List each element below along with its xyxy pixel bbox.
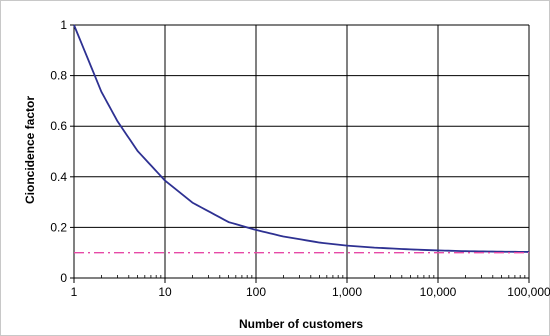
y-tick-label: 0.4 xyxy=(50,170,67,184)
coincidence-curve-line xyxy=(73,24,530,253)
y-tick-label: 0.2 xyxy=(50,220,67,234)
y-tick-labels: 0 0.2 0.4 0.6 0.8 1 xyxy=(50,18,67,285)
x-tick-label: 10 xyxy=(158,285,172,299)
x-tick-label: 100 xyxy=(246,285,266,299)
x-tick-label: 10,000 xyxy=(420,285,457,299)
x-tick-label: 1 xyxy=(71,285,78,299)
y-tick-label: 0 xyxy=(60,271,67,285)
y-tick-label: 0.8 xyxy=(50,69,67,83)
y-axis-title: Cioncidence factor xyxy=(23,96,37,204)
y-tick-label: 0.6 xyxy=(50,119,67,133)
x-axis-title: Number of customers xyxy=(239,317,363,331)
x-tick-label: 100,000 xyxy=(507,285,550,299)
y-tick-label: 1 xyxy=(60,18,67,32)
grid-lines xyxy=(70,24,530,283)
x-tick-label: 1,000 xyxy=(332,285,362,299)
x-tick-labels: 1 10 100 1,000 10,000 100,000 xyxy=(71,285,550,299)
series-layer xyxy=(73,24,530,254)
minor-tick-marks xyxy=(100,275,526,278)
